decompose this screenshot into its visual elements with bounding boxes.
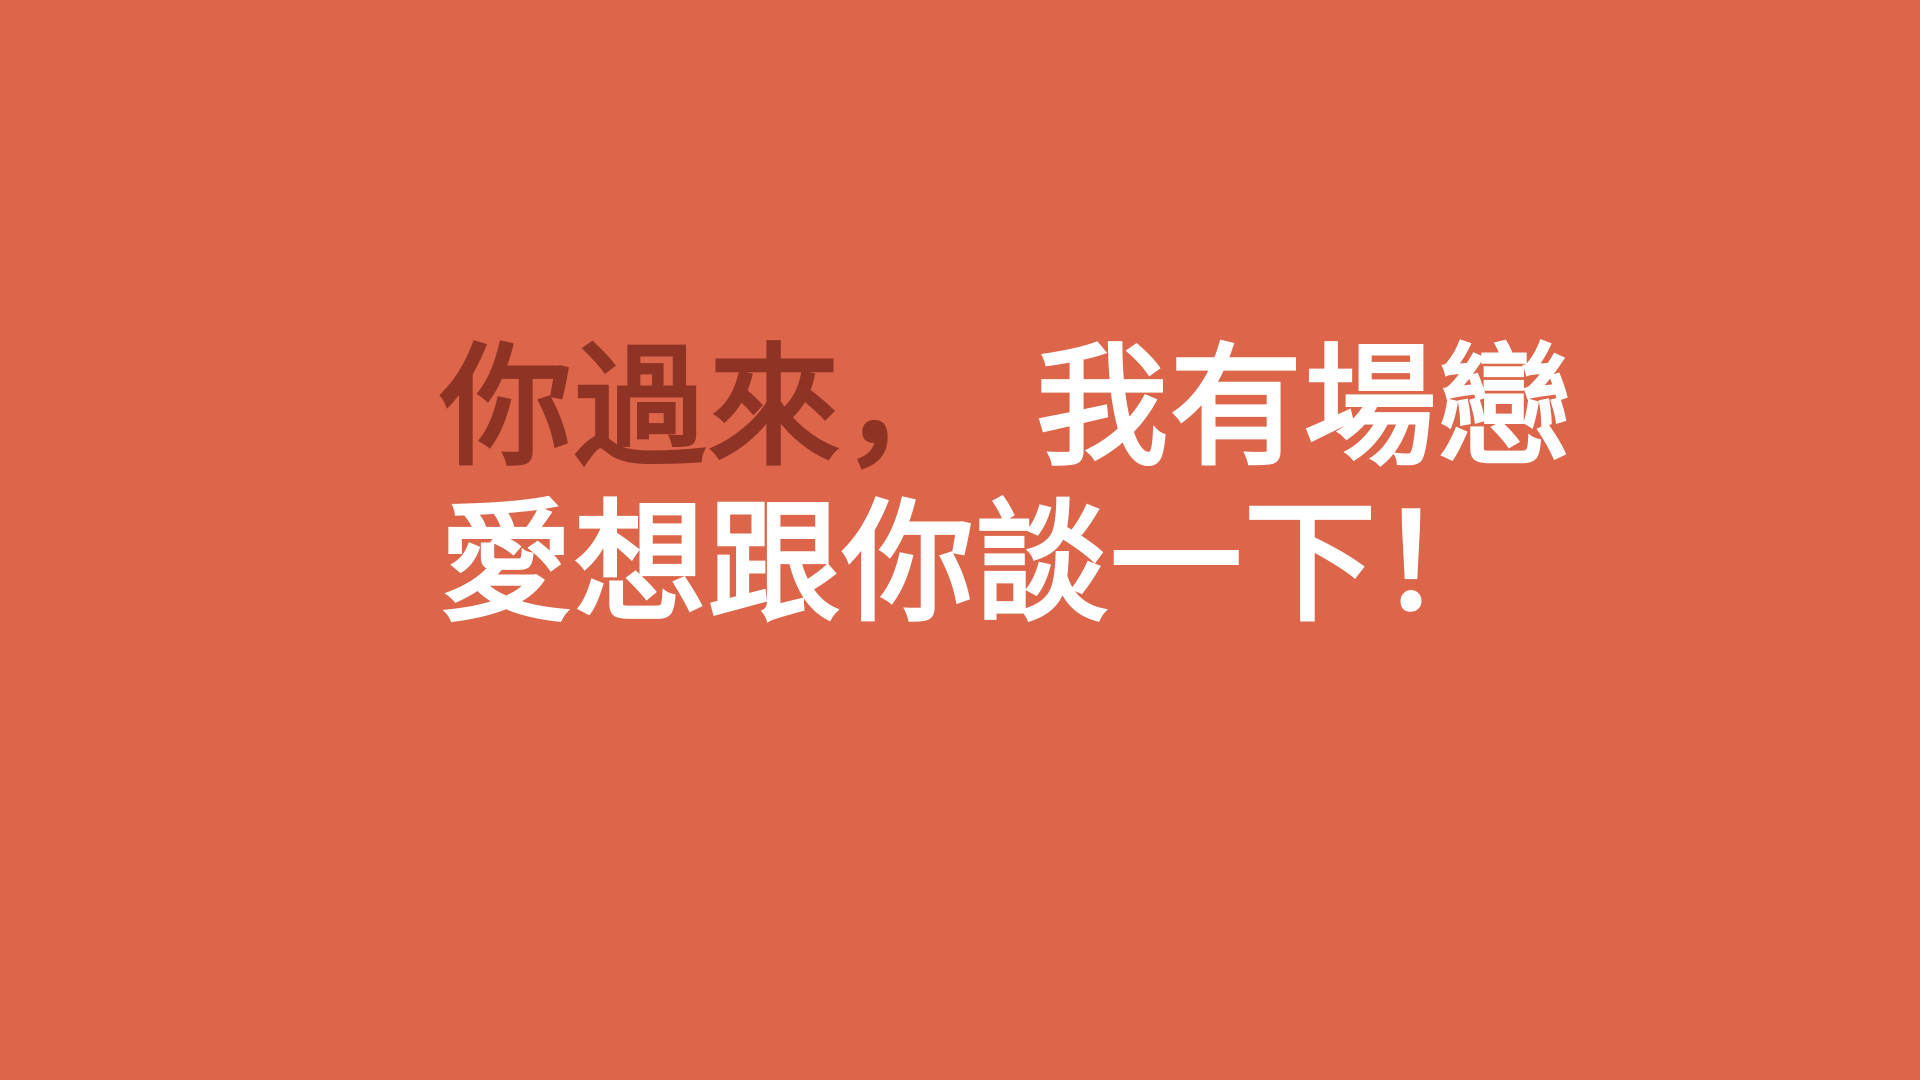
headline: 你過來， 我有場戀 愛想跟你談一下！ xyxy=(440,330,1570,642)
headline-line-1: 你過來， 我有場戀 xyxy=(440,330,1570,486)
headline-accent-text: 你過來， xyxy=(440,330,976,485)
headline-main-text-1: 我有場戀 xyxy=(1036,330,1572,485)
headline-main-text-2: 愛想跟你談一下！ xyxy=(440,486,1512,641)
headline-line-2: 愛想跟你談一下！ xyxy=(440,486,1540,642)
